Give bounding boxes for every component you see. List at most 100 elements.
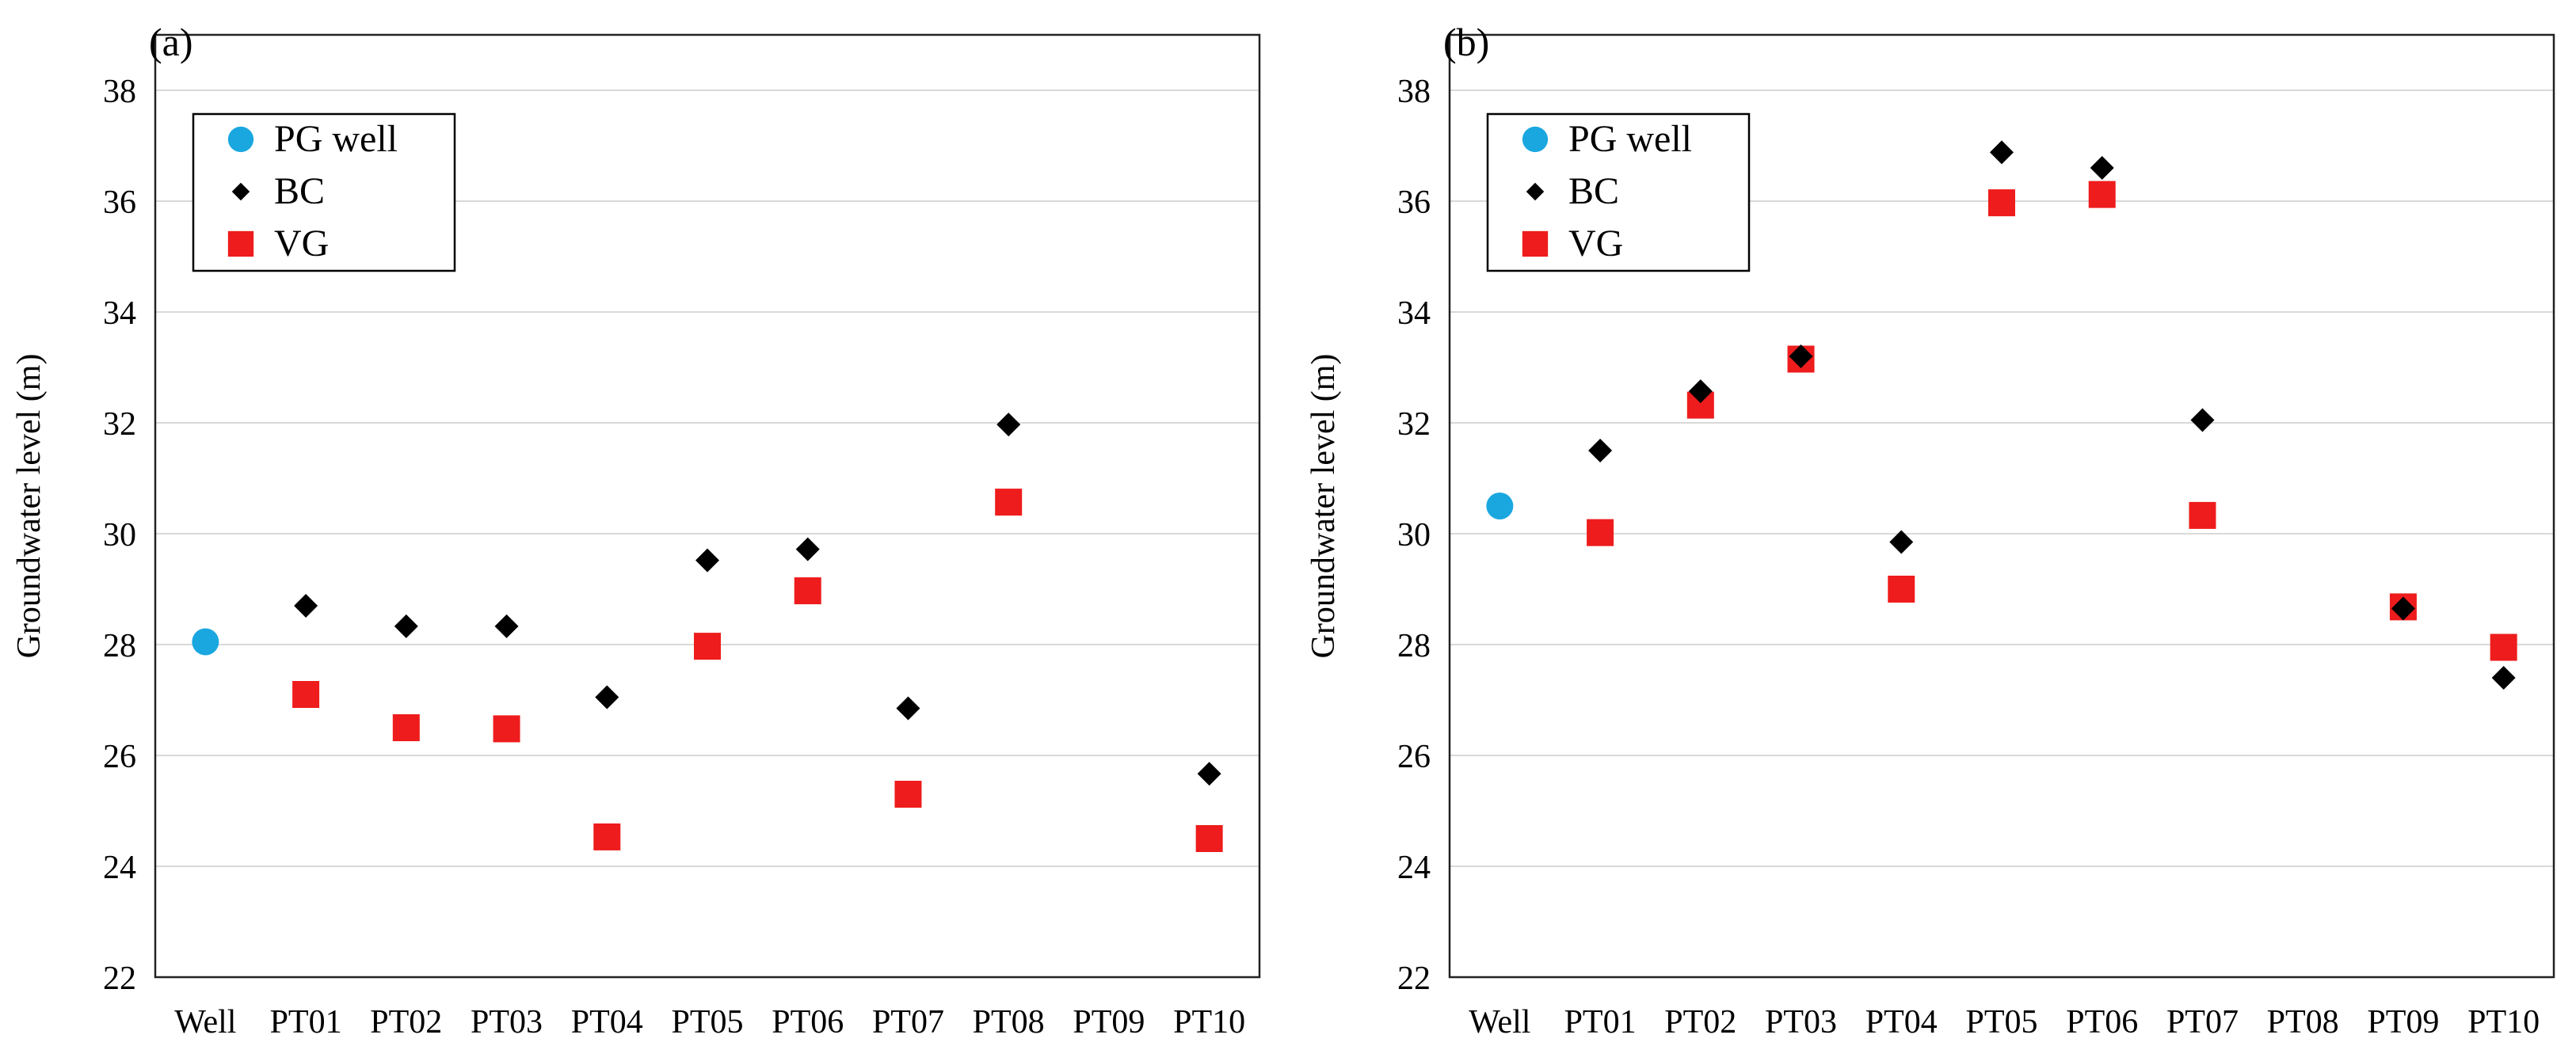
legend-marker (227, 126, 254, 153)
x-tick-label: PT06 (2066, 1004, 2138, 1040)
panel-label: (b) (1443, 20, 1489, 64)
y-tick-label: 36 (1397, 185, 1431, 221)
bc-point (494, 614, 519, 638)
vg-point (292, 681, 320, 708)
x-tick-label: PT03 (1765, 1004, 1837, 1040)
y-tick-label: 28 (103, 628, 136, 664)
x-tick-label: PT08 (2267, 1004, 2339, 1040)
legend-item: PG well (1522, 118, 1692, 160)
y-tick-label: 34 (1397, 295, 1431, 332)
bc-point (2090, 156, 2114, 180)
bc-point (2391, 596, 2415, 621)
y-tick-label: 24 (103, 850, 136, 886)
y-tick-label: 24 (1397, 850, 1431, 886)
plot-frame (1448, 33, 2555, 979)
x-tick-label: PT07 (872, 1004, 944, 1040)
x-tick-label: PT09 (1073, 1004, 1145, 1040)
pg-well-point (1486, 493, 1514, 519)
x-tick-label: Well (174, 1004, 236, 1040)
x-tick-label: PT05 (1965, 1004, 2037, 1040)
legend-label: VG (1568, 223, 1623, 264)
x-tick-label: PT01 (1564, 1004, 1637, 1040)
x-tick-label: PT02 (1664, 1004, 1736, 1040)
bc-point (1789, 344, 1813, 368)
legend-item: VG (227, 223, 329, 264)
legend-label: VG (274, 223, 329, 264)
vg-point (2189, 501, 2216, 529)
legend-label: BC (1568, 170, 1619, 212)
legend-item: PG well (227, 118, 398, 160)
y-tick-label: 32 (1397, 406, 1431, 443)
y-tick-label: 26 (103, 739, 136, 775)
y-tick-label: 22 (1397, 961, 1431, 997)
vg-point (794, 577, 821, 605)
legend-label: PG well (1568, 118, 1692, 160)
bc-point (695, 548, 719, 573)
bc-point (394, 614, 418, 638)
panel-label: (a) (149, 20, 193, 64)
legend-label: PG well (274, 118, 398, 160)
legend: PG well BC VG (1486, 112, 1751, 272)
x-tick-label: PT08 (973, 1004, 1045, 1040)
bc-point (1588, 439, 1613, 462)
y-tick-label: 28 (1397, 628, 1431, 664)
vg-point (1888, 576, 1915, 603)
vg-point (1587, 519, 1614, 546)
pg-well-point (192, 628, 219, 656)
x-tick-label: PT10 (1173, 1004, 1245, 1040)
x-tick-label: PT04 (1865, 1004, 1938, 1040)
x-tick-label: PT06 (772, 1004, 844, 1040)
x-tick-label: PT05 (671, 1004, 743, 1040)
y-tick-label: 30 (1397, 517, 1431, 554)
vg-point (1195, 825, 1223, 852)
legend-marker (1522, 126, 1549, 153)
bc-point (2190, 408, 2215, 432)
legend-item: BC (1526, 170, 1619, 212)
y-tick-label: 22 (103, 961, 136, 997)
bc-point (595, 685, 619, 710)
legend-marker (1526, 182, 1545, 201)
y-tick-label: 30 (103, 517, 136, 554)
legend-marker (227, 230, 254, 257)
y-tick-label: 34 (103, 295, 136, 332)
y-axis-title: Groundwater level (m) (1305, 354, 1342, 659)
legend-item: VG (1522, 223, 1623, 264)
x-tick-label: PT04 (571, 1004, 643, 1040)
bc-point (996, 413, 1021, 437)
bc-point (795, 537, 820, 561)
bc-point (1197, 762, 1221, 786)
x-tick-label: PT01 (270, 1004, 342, 1040)
chart-panel-2: 22 24 26 28 30 32 34 36 38 Well PT01 PT02 PT03 PT04 PT… (1305, 20, 2555, 1040)
bc-point (1889, 530, 1914, 554)
vg-point (694, 633, 721, 660)
legend-marker (1522, 230, 1549, 257)
x-tick-label: PT09 (2367, 1004, 2439, 1040)
bc-point (294, 594, 318, 618)
x-tick-label: PT07 (2166, 1004, 2239, 1040)
y-tick-label: 38 (1397, 74, 1431, 110)
legend-item: BC (231, 170, 325, 212)
x-tick-label: PT10 (2467, 1004, 2540, 1040)
chart-panel-1: 22 24 26 28 30 32 34 36 38 Well PT01 PT02 PT03 PT04 PT… (11, 20, 1261, 1040)
legend-label: BC (274, 170, 325, 212)
x-tick-label: Well (1469, 1004, 1530, 1040)
y-tick-label: 26 (1397, 739, 1431, 775)
y-tick-label: 32 (103, 406, 136, 443)
x-tick-label: PT02 (370, 1004, 442, 1040)
vg-point (593, 823, 621, 850)
bc-point (1688, 379, 1713, 404)
vg-point (894, 781, 922, 808)
y-tick-label: 38 (103, 74, 136, 110)
y-axis-title: Groundwater level (m) (11, 354, 48, 659)
y-tick-label: 36 (103, 185, 136, 221)
vg-point (995, 489, 1023, 516)
vg-point (2088, 181, 2116, 208)
legend-marker (231, 182, 250, 201)
x-tick-label: PT03 (471, 1004, 543, 1040)
legend: PG well BC VG (192, 112, 456, 272)
vg-point (493, 715, 520, 743)
vg-point (2490, 633, 2517, 661)
vg-point (1988, 189, 2015, 217)
bc-point (2491, 666, 2516, 690)
